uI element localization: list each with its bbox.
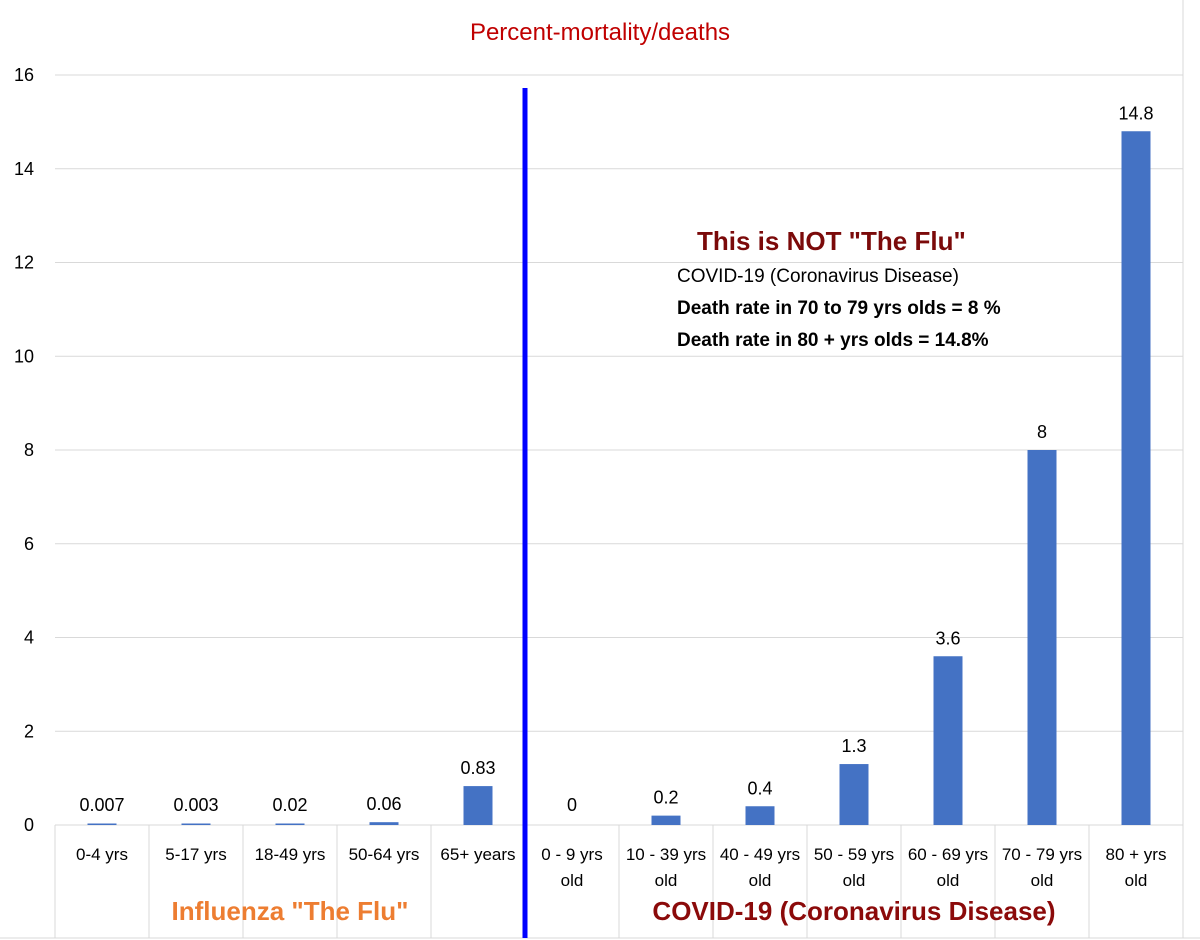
data-label: 8 xyxy=(1037,422,1047,442)
x-tick-label: old xyxy=(1125,871,1148,890)
chart-title: Percent-mortality/deaths xyxy=(470,19,730,46)
x-tick-label: old xyxy=(1031,871,1054,890)
bar xyxy=(181,823,211,825)
bar xyxy=(745,806,775,825)
data-label: 0.4 xyxy=(747,778,772,798)
annotation-line: Death rate in 70 to 79 yrs olds = 8 % xyxy=(677,298,1001,319)
x-tick-label: old xyxy=(749,871,772,890)
x-tick-label: 0-4 yrs xyxy=(76,845,128,864)
data-label: 0.2 xyxy=(653,788,678,808)
data-label: 0.007 xyxy=(79,795,124,815)
x-tick-label: 70 - 79 yrs xyxy=(1002,845,1082,864)
bar xyxy=(87,823,117,825)
y-tick-label: 14 xyxy=(14,159,34,179)
x-tick-label: 10 - 39 yrs xyxy=(626,845,706,864)
data-label: 0.83 xyxy=(460,758,495,778)
y-tick-label: 12 xyxy=(14,253,34,273)
x-tick-label: 65+ years xyxy=(440,845,515,864)
x-tick-label: old xyxy=(561,871,584,890)
x-tick-label: 80 + yrs xyxy=(1106,845,1167,864)
annotation-line: Death rate in 80 + yrs olds = 14.8% xyxy=(677,330,989,351)
x-tick-label: old xyxy=(655,871,678,890)
bars xyxy=(87,88,1151,938)
bar xyxy=(933,656,963,825)
bar xyxy=(1121,131,1151,825)
x-tick-label: 50-64 yrs xyxy=(349,845,420,864)
x-tick-label: 60 - 69 yrs xyxy=(908,845,988,864)
x-tick-label: 18-49 yrs xyxy=(255,845,326,864)
y-tick-label: 6 xyxy=(24,534,34,554)
x-tick-label: old xyxy=(843,871,866,890)
data-label: 1.3 xyxy=(841,736,866,756)
x-tick-label: 50 - 59 yrs xyxy=(814,845,894,864)
annotation: This is NOT "The Flu" COVID-19 (Coronavir… xyxy=(677,226,1001,351)
group-label: COVID-19 (Coronavirus Disease) xyxy=(652,896,1055,926)
data-label: 3.6 xyxy=(935,628,960,648)
x-tick-label: 0 - 9 yrs xyxy=(541,845,602,864)
data-label: 14.8 xyxy=(1118,103,1153,123)
y-tick-label: 16 xyxy=(14,65,34,85)
bar xyxy=(651,815,681,825)
bar xyxy=(369,822,399,825)
bar xyxy=(1027,450,1057,825)
annotation-heading: This is NOT "The Flu" xyxy=(697,226,966,256)
group-label: Influenza "The Flu" xyxy=(172,896,409,926)
group-labels: Influenza "The Flu" COVID-19 (Coronavirus… xyxy=(172,896,1056,926)
data-label: 0.02 xyxy=(272,795,307,815)
annotation-line: COVID-19 (Coronavirus Disease) xyxy=(677,266,959,287)
bar xyxy=(463,786,493,825)
y-tick-label: 8 xyxy=(24,440,34,460)
y-tick-label: 10 xyxy=(14,346,34,366)
y-tick-label: 2 xyxy=(24,721,34,741)
data-label: 0.06 xyxy=(366,794,401,814)
data-labels: 0.007 0.003 0.02 0.06 0.83 0 0.2 0.4 1.3 3.6 8 14.8 xyxy=(79,103,1153,815)
bar xyxy=(275,823,305,825)
x-axis-labels: 0-4 yrs 5-17 yrs 18-49 yrs 50-64 yrs 65+ yea… xyxy=(76,845,1166,890)
bar xyxy=(839,764,869,825)
y-tick-label: 0 xyxy=(24,815,34,835)
x-tick-label: 40 - 49 yrs xyxy=(720,845,800,864)
x-tick-label: old xyxy=(937,871,960,890)
y-axis-ticks: 0 2 4 6 8 10 12 14 16 xyxy=(14,65,34,835)
data-label: 0.003 xyxy=(173,795,218,815)
x-tick-label: 5-17 yrs xyxy=(165,845,226,864)
data-label: 0 xyxy=(567,795,577,815)
y-tick-label: 4 xyxy=(24,628,34,648)
